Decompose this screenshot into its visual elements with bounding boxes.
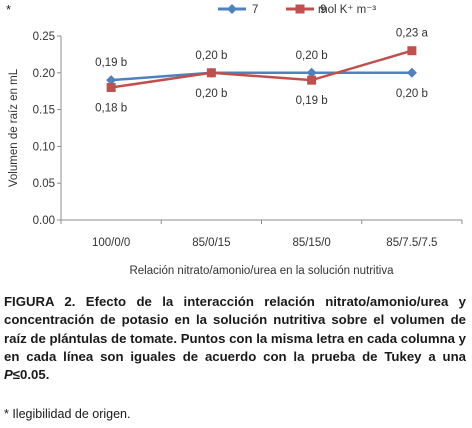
y-tick-label: 0.10	[33, 141, 55, 153]
x-tick-label: 85/15/0	[292, 237, 330, 249]
data-point-series-7	[306, 67, 317, 78]
series-line-7	[111, 71, 412, 82]
y-tick-label: 0.20	[33, 68, 55, 80]
data-point-series-9	[206, 68, 216, 78]
data-label-series-7: 0,20 b	[195, 88, 227, 100]
legend-label-9: 9	[320, 4, 326, 16]
data-point-series-7	[227, 4, 237, 14]
line-chart: 0.00 0.05 0.10 0.15 0.20 0.25 100/0/0 85/0/15 85…	[8, 4, 463, 277]
caption-text-end: ≤0.05.	[12, 367, 50, 383]
footnote: * Ilegibilidad de origen.	[4, 407, 131, 421]
data-label-series-9: 0,20 b	[195, 50, 227, 62]
x-axis-title: Relación nitrato/amonio/urea en la soluc…	[129, 265, 394, 277]
chart-axes: 0.00 0.05 0.10 0.15 0.20 0.25 100/0/0 85/0/15 85…	[8, 31, 463, 277]
data-point-series-9	[407, 46, 417, 56]
series-line-9	[110, 49, 413, 89]
chart-series	[106, 46, 417, 93]
data-label-series-7: 0,19 b	[95, 57, 127, 69]
y-tick-label: 0.25	[33, 31, 55, 43]
y-tick-label: 0.15	[33, 105, 55, 117]
data-label-series-7: 0,20 b	[396, 88, 428, 100]
data-label-series-9: 0,19 b	[296, 95, 328, 107]
data-point-series-9	[307, 75, 317, 85]
data-point-series-9	[295, 4, 305, 14]
y-tick-label: 0.05	[33, 178, 55, 190]
chart-data-labels: 0,19 b 0,18 b 0,20 b 0,20 b 0,20 b 0,19 b 0,20…	[95, 28, 428, 115]
legend-unit: mol K⁺ m⁻³	[318, 4, 376, 16]
data-label-series-9: 0,23 a	[396, 28, 429, 40]
top-asterisk: *	[6, 2, 12, 17]
x-tick-label: 100/0/0	[92, 237, 130, 249]
legend-label-7: 7	[252, 4, 258, 16]
x-tick-label: 85/0/15	[192, 237, 230, 249]
data-label-series-9: 0,18 b	[95, 103, 127, 115]
data-label-series-7: 0,20 b	[296, 50, 328, 62]
figure-label: FIGURA 2.	[4, 294, 76, 309]
data-point-series-7	[106, 75, 117, 86]
y-axis-title: Volumen de raíz en mL	[8, 68, 20, 187]
data-point-series-7	[406, 67, 417, 78]
x-tick-label: 85/7.5/7.5	[386, 237, 437, 249]
p-symbol: P	[4, 367, 13, 383]
y-tick-label: 0.00	[33, 215, 55, 227]
data-point-series-9	[106, 83, 116, 93]
caption-text: Efecto de la interacción relación nitrat…	[4, 294, 466, 364]
figure-caption: FIGURA 2. Efecto de la interacción relac…	[4, 293, 466, 384]
